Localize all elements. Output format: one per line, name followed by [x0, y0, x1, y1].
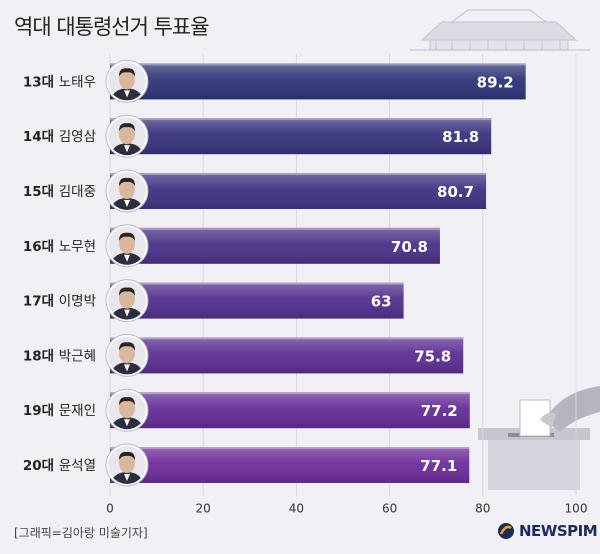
x-tick-label: 20 [196, 501, 211, 515]
x-tick-label: 80 [475, 501, 490, 515]
category-label: 18대 박근혜 [23, 348, 96, 364]
bar-highlight [110, 337, 464, 340]
x-tick-label: 40 [289, 501, 304, 515]
palace-illustration [410, 9, 590, 51]
newspim-logo-icon [498, 523, 514, 539]
portrait-avatar [105, 443, 149, 487]
category-label: 14대 김영삼 [23, 129, 96, 145]
bar-shine [110, 392, 470, 429]
bar-value-label: 77.2 [421, 402, 458, 420]
bar-shine [110, 173, 487, 209]
avatars [105, 59, 149, 487]
x-tick-label: 100 [565, 501, 588, 515]
bar-shine [110, 63, 526, 100]
x-tick-label: 60 [382, 501, 397, 515]
bar-shine [110, 282, 404, 319]
portrait-avatar [105, 114, 149, 158]
bar-shine [110, 118, 492, 155]
newspim-logo: NEWSPIM [497, 520, 598, 542]
category-label: 17대 이명박 [23, 294, 96, 310]
x-axis: 0 20 40 60 80 100 [106, 501, 587, 515]
bar-shine [110, 337, 464, 374]
ballot-box-illustration [478, 386, 600, 490]
bar-value-label: 70.8 [391, 238, 428, 256]
chart-title: 역대 대통령선거 투표율 [14, 15, 210, 39]
portrait-avatar [105, 333, 149, 377]
bar-highlight [110, 392, 470, 395]
category-label: 19대 문재인 [23, 403, 96, 419]
category-label: 20대 윤석열 [23, 458, 96, 474]
bar-highlight [110, 173, 487, 175]
bar-highlight [110, 63, 526, 66]
category-label: 15대 김대중 [23, 184, 96, 200]
bar-shine [110, 447, 470, 483]
bar-highlight [110, 118, 492, 121]
bar-highlight [110, 447, 470, 449]
portrait-avatar [105, 224, 149, 268]
portrait-avatar [105, 59, 149, 103]
portrait-avatar [105, 169, 149, 213]
bar-value-label: 81.8 [442, 128, 479, 146]
category-labels: 13대 노태우 14대 김영삼 15대 김대중 16대 노무현 17대 이명박 18대 박… [23, 74, 96, 474]
bar-value-label: 77.1 [420, 457, 457, 475]
bar-value-label: 75.8 [414, 347, 451, 365]
bar-highlight [110, 282, 404, 285]
category-label: 16대 노무현 [23, 239, 96, 255]
bar-shine [110, 227, 440, 264]
bar-value-label: 80.7 [437, 183, 474, 201]
graphic-credit: [그래픽=김아랑 미술기자] [14, 526, 148, 540]
x-tick-label: 0 [106, 501, 114, 515]
portrait-avatar [105, 279, 149, 323]
bar-value-label: 89.2 [477, 73, 514, 91]
category-label: 13대 노태우 [23, 74, 96, 90]
portrait-avatar [105, 388, 149, 432]
newspim-logo-text: NEWSPIM [519, 522, 598, 540]
bars: 89.2 81.8 80.7 70.8 63 75.8 77.2 77.1 [110, 63, 526, 483]
bar-value-label: 63 [371, 293, 392, 311]
bar-highlight [110, 227, 440, 230]
